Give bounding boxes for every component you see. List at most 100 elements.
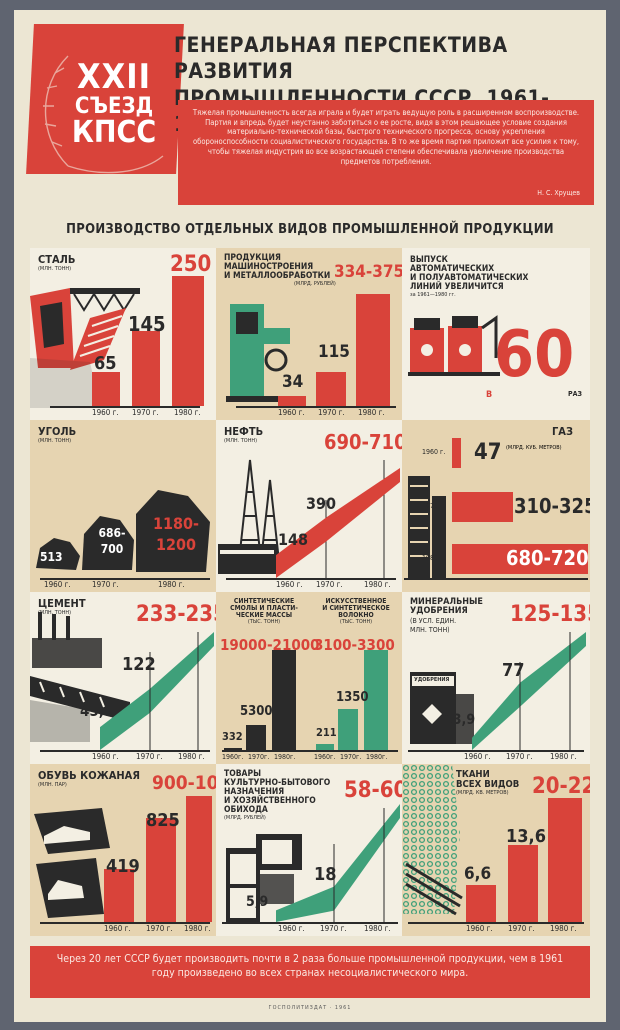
steel-bar-1970 [132, 330, 160, 406]
tile-machine-building: ПРОДУКЦИЯ МАШИНОСТРОЕНИЯ И МЕТАЛЛООБРАБОТК… [216, 248, 404, 420]
goods-value-1980: 58-60 [344, 778, 404, 803]
automatic-value: 60 [494, 318, 575, 392]
fabric-unit: (МЛРД. КВ. МЕТРОВ) [456, 789, 509, 796]
gas-value-1980: 680-720 [506, 546, 589, 570]
cement-value-1960: 45,5 [80, 702, 114, 720]
fiber-bar-1960 [316, 743, 334, 750]
fabric-title: ТКАНИ ВСЕХ ВИДОВ (МЛРД. КВ. МЕТРОВ) [456, 769, 520, 796]
publisher-imprint: ГОСПОЛИТИЗДАТ · 1961 [268, 1005, 352, 1011]
cement-value-1970: 122 [122, 654, 156, 675]
poster: XXII СЪЕЗД КПСС ГЕНЕРАЛЬНАЯ ПЕРСПЕКТИВА … [14, 10, 606, 1022]
cement-growth-area [100, 632, 214, 750]
steel-value-1960: 65 [94, 353, 117, 374]
shoes-year-1970: 1970 г. [146, 924, 173, 933]
machine-year-1960: 1960 г. [278, 408, 305, 417]
automatic-title: ВЫПУСК АВТОМАТИЧЕСКИХ И ПОЛУАВТОМАТИЧЕСКИХ… [410, 255, 529, 298]
gas-year-1960: 1960 г. [422, 448, 446, 456]
gas-bar-1970 [452, 492, 514, 522]
plastics-value-1960: 332 [222, 730, 243, 743]
coal-value-1960: 513 [40, 550, 63, 564]
coal-year-1960: 1960 г. [44, 580, 71, 589]
oil-year-1980: 1980 г. [364, 580, 391, 589]
coal-unit: (МЛН. ТОНН) [38, 437, 72, 444]
goods-value-1970: 18 [314, 864, 337, 885]
shoes-bar-1970 [146, 818, 176, 922]
fiber-unit: (ТЫС. ТОНН) [339, 619, 373, 626]
oil-derrick-illustration [218, 459, 396, 580]
steel-year-1970: 1970 г. [132, 408, 159, 417]
tile-automatic-lines: ВЫПУСК АВТОМАТИЧЕСКИХ И ПОЛУАВТОМАТИЧЕСКИХ… [402, 248, 590, 420]
plastics-bar-1980 [272, 650, 296, 750]
tile-fabric: ТКАНИ ВСЕХ ВИДОВ (МЛРД. КВ. МЕТРОВ) 6,6 13… [402, 764, 590, 936]
plastics-unit: (ТЫС. ТОНН) [247, 619, 281, 626]
shoes-year-1960: 1960 г. [104, 924, 131, 933]
oil-title: НЕФТЬ (МЛН. ТОНН) [224, 425, 264, 444]
plastics-value-1980: 19000-21000 [220, 636, 320, 654]
gas-value-1960: 47 [474, 440, 502, 465]
page-title-line-1: ГЕНЕРАЛЬНАЯ ПЕРСПЕКТИВА РАЗВИТИЯ [174, 33, 508, 84]
machine-bar-1980 [356, 294, 390, 406]
tile-consumer-goods: ТОВАРЫ КУЛЬТУРНО-БЫТОВОГО НАЗНАЧЕНИЯ И ХОЗЯ… [216, 764, 404, 936]
cement-year-1960: 1960 г. [92, 752, 119, 761]
tile-coal: УГОЛЬ (МЛН. ТОНН) 513 686-700 1180-1200 1… [30, 420, 218, 592]
quote-box: Тяжелая промышленность всегда играла и б… [178, 100, 594, 205]
machine-value-1960: 34 [282, 372, 304, 392]
congress-word: СЪЕЗД [74, 94, 154, 119]
steel-value-1980: 250 [170, 252, 212, 277]
machine-bar-1970 [316, 371, 346, 406]
machine-value-1980: 334-375 [334, 262, 404, 282]
steel-unit: (МЛН. ТОНН) [38, 265, 72, 272]
fertilizer-bags-illustration [408, 672, 584, 752]
quote-text: Тяжелая промышленность всегда играла и б… [192, 108, 580, 166]
oil-year-1970: 1970 г. [316, 580, 343, 589]
fabric-value-1960: 6,6 [464, 864, 492, 884]
goods-value-1960: 5,9 [246, 894, 269, 910]
gas-value-1970: 310-325 [514, 494, 590, 518]
quote-author: Н. С. Хрущев [537, 189, 580, 197]
plastics-fiber-axis [222, 750, 398, 752]
steel-title: СТАЛЬ (МЛН. ТОНН) [38, 253, 76, 272]
cement-title: ЦЕМЕНТ (МЛН. ТОНН) [38, 597, 86, 616]
machine-year-1980: 1980 г. [358, 408, 385, 417]
fabric-year-1980: 1980 г. [550, 924, 577, 933]
coal-value-1980: 1180-1200 [152, 514, 200, 554]
fabric-value-1980: 20-22 [532, 774, 590, 799]
coal-title: УГОЛЬ (МЛН. ТОНН) [38, 425, 77, 444]
fiber-year-1980: 1980г. [366, 753, 388, 761]
oil-year-1960: 1960 г. [276, 580, 303, 589]
shoes-bar-1960 [104, 869, 134, 922]
laurel-wreath-icon [43, 55, 164, 174]
fertilizer-value-1980: 125-135 [510, 602, 590, 627]
steel-value-1970: 145 [128, 312, 166, 336]
shoes-value-1980: 900-1000 [152, 772, 218, 794]
tile-plastics-fiber: СИНТЕТИЧЕСКИЕ СМОЛЫ И ПЛАСТИ- ЧЕСКИЕ МАССЫ… [216, 592, 404, 764]
tile-fertilizer: УДОБРЕНИЯ МИНЕРАЛЬНЫЕ УДОБРЕНИЯ (В УСЛ. ЕД… [402, 592, 590, 764]
machine-year-1970: 1970 г. [318, 408, 345, 417]
plastics-bar-1960 [224, 748, 242, 750]
fertilizer-value-1970: 77 [502, 660, 525, 681]
lathe-machine-illustration [226, 304, 396, 408]
tile-oil: НЕФТЬ (МЛН. ТОНН) 148 390 690-710 1960 г.… [216, 420, 404, 592]
oil-growth-area [276, 468, 400, 578]
oil-value-1960: 148 [278, 530, 309, 549]
fabric-value-1970: 13,6 [506, 826, 546, 847]
shoes-value-1960: 419 [106, 856, 140, 877]
shoes-year-1980: 1980 г. [184, 924, 211, 933]
fiber-bar-1980 [364, 650, 388, 750]
automatic-suffix: РАЗ [568, 390, 582, 398]
goods-unit: (МЛРД. РУБЛЕЙ) [224, 814, 266, 821]
machine-value-1970: 115 [318, 342, 350, 362]
plastics-bar-1970 [246, 724, 266, 750]
fertilizer-growth-area [472, 632, 586, 750]
fabric-bar-1980 [548, 798, 582, 922]
shoes-unit: (МЛН. ПАР) [38, 781, 67, 788]
oil-value-1970: 390 [306, 494, 337, 513]
household-appliances-illustration [222, 834, 398, 924]
shoes-bar-1980 [186, 796, 212, 922]
fabric-bar-1970 [508, 845, 538, 922]
steel-bar-1980 [172, 276, 204, 406]
gas-plant-illustration [404, 476, 588, 580]
gas-year-1980: 1980 г. [422, 554, 446, 562]
steel-mill-illustration [30, 288, 200, 408]
cement-kiln-illustration [30, 612, 210, 752]
